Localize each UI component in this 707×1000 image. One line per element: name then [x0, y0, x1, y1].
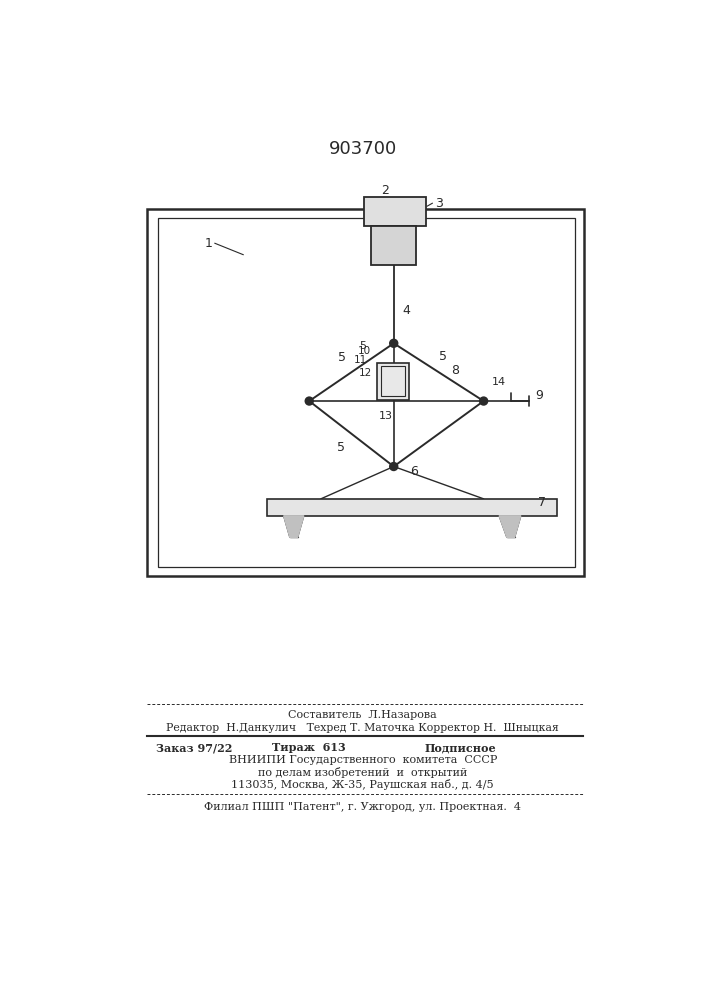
Bar [158, 218, 575, 567]
Text: 13: 13 [379, 411, 393, 421]
Text: Редактор  Н.Данкулич   Техред Т. Маточка Корректор Н.  Шныцкая: Редактор Н.Данкулич Техред Т. Маточка Ко… [166, 723, 559, 733]
Text: 5: 5 [359, 341, 366, 351]
Bar [363, 197, 426, 226]
Text: Составитель  Л.Назарова: Составитель Л.Назарова [288, 710, 437, 720]
Text: 14: 14 [492, 377, 506, 387]
Text: 2: 2 [381, 184, 389, 197]
Text: 903700: 903700 [329, 140, 397, 158]
Circle shape [392, 465, 395, 468]
Circle shape [482, 400, 485, 403]
Polygon shape [284, 516, 304, 537]
Text: 5: 5 [338, 351, 346, 364]
Text: 12: 12 [358, 368, 372, 378]
Text: 113035, Москва, Ж-35, Раушская наб., д. 4/5: 113035, Москва, Ж-35, Раушская наб., д. … [231, 779, 494, 790]
Circle shape [480, 397, 488, 405]
Text: 3: 3 [435, 197, 443, 210]
Text: 1: 1 [204, 237, 212, 250]
Text: 11: 11 [354, 355, 368, 365]
Bar [380, 366, 405, 396]
Polygon shape [499, 516, 521, 537]
Text: ВНИИПИ Государственного  комитета  СССР: ВНИИПИ Государственного комитета СССР [228, 755, 497, 765]
Bar [371, 226, 416, 265]
Bar [146, 209, 585, 576]
Text: 4: 4 [402, 304, 410, 317]
Text: 8: 8 [451, 364, 459, 377]
Circle shape [390, 339, 397, 347]
Text: 7: 7 [538, 496, 546, 509]
Circle shape [305, 397, 313, 405]
Text: 9: 9 [534, 389, 543, 402]
Text: Тираж  613: Тираж 613 [272, 742, 346, 753]
Text: Филиал ПШП "Патент", г. Ужгород, ул. Проектная.  4: Филиал ПШП "Патент", г. Ужгород, ул. Про… [204, 802, 521, 812]
Circle shape [390, 463, 397, 470]
Circle shape [392, 342, 395, 345]
Text: 10: 10 [357, 346, 370, 356]
Circle shape [308, 400, 311, 403]
Text: 5: 5 [439, 350, 448, 363]
Bar [267, 499, 557, 516]
Text: 5: 5 [337, 441, 345, 454]
Text: по делам изобретений  и  открытий: по делам изобретений и открытий [258, 767, 467, 778]
Text: 6: 6 [410, 465, 418, 478]
Text: Подписное: Подписное [425, 742, 496, 753]
Bar [377, 363, 409, 400]
Text: Заказ 97/22: Заказ 97/22 [156, 742, 232, 753]
